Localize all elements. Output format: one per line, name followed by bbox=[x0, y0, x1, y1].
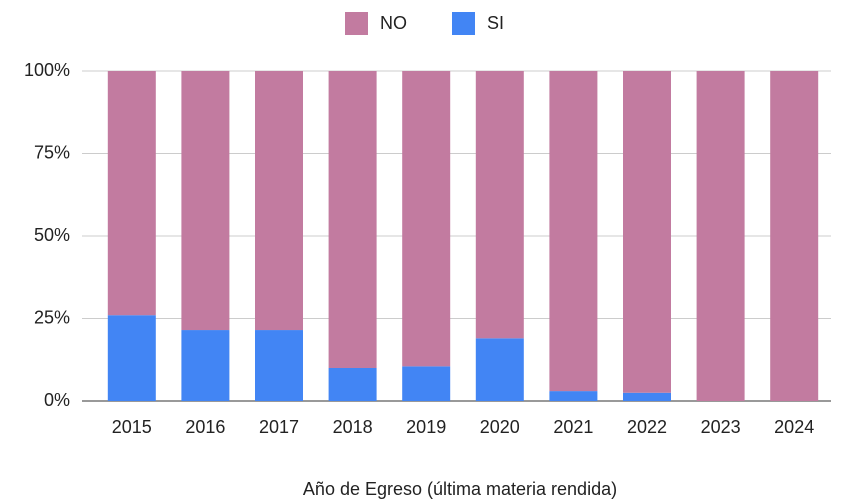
x-tick-label: 2021 bbox=[553, 417, 593, 437]
bar-segment bbox=[255, 330, 303, 401]
x-tick-label: 2016 bbox=[185, 417, 225, 437]
y-tick-label: 0% bbox=[44, 390, 70, 410]
x-axis-label: Año de Egreso (última materia rendida) bbox=[303, 479, 617, 499]
x-tick-label: 2022 bbox=[627, 417, 667, 437]
bar-segment bbox=[402, 71, 451, 367]
bar-segment bbox=[402, 366, 451, 401]
x-tick-label: 2020 bbox=[480, 417, 520, 437]
bar-segment bbox=[549, 391, 598, 401]
legend-swatch bbox=[452, 12, 475, 35]
legend-label: NO bbox=[380, 13, 407, 33]
y-tick-label: 75% bbox=[34, 142, 70, 162]
bar-segment bbox=[475, 338, 524, 401]
bar-segment bbox=[549, 71, 598, 392]
legend-label: SI bbox=[487, 13, 504, 33]
x-tick-label: 2023 bbox=[701, 417, 741, 437]
x-tick-label: 2019 bbox=[406, 417, 446, 437]
bar-segment bbox=[255, 71, 303, 331]
bar-segment bbox=[475, 71, 524, 339]
x-tick-label: 2015 bbox=[112, 417, 152, 437]
bar-segment bbox=[181, 71, 230, 331]
bar-segment bbox=[770, 71, 819, 401]
bar-segment bbox=[328, 71, 377, 368]
y-tick-label: 25% bbox=[34, 307, 70, 327]
bar-segment bbox=[107, 315, 156, 401]
bar-segment bbox=[181, 330, 230, 401]
bar-segment bbox=[623, 392, 671, 401]
x-tick-label: 2018 bbox=[333, 417, 373, 437]
bar-segment bbox=[328, 368, 377, 401]
legend-swatch bbox=[345, 12, 368, 35]
bar-segment bbox=[107, 71, 156, 316]
bar-segment bbox=[696, 71, 745, 401]
y-tick-label: 100% bbox=[24, 60, 70, 80]
x-tick-label: 2024 bbox=[774, 417, 814, 437]
x-tick-label: 2017 bbox=[259, 417, 299, 437]
bar-segment bbox=[623, 71, 671, 393]
y-tick-label: 50% bbox=[34, 225, 70, 245]
